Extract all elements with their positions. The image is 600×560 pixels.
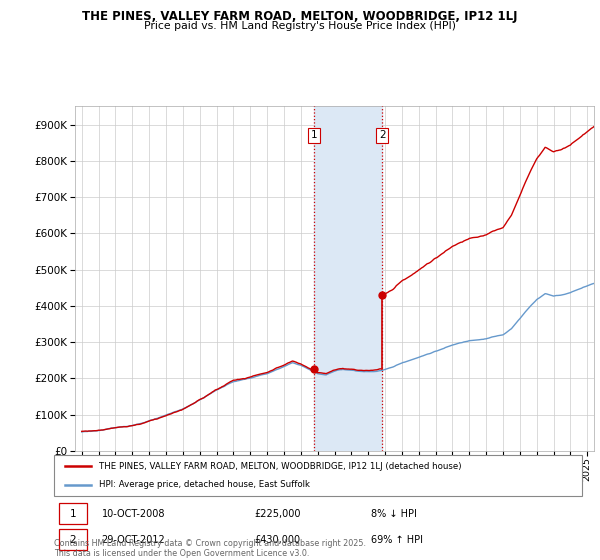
Text: 2: 2	[379, 130, 385, 141]
Text: 1: 1	[70, 509, 76, 519]
Text: THE PINES, VALLEY FARM ROAD, MELTON, WOODBRIDGE, IP12 1LJ: THE PINES, VALLEY FARM ROAD, MELTON, WOO…	[82, 10, 518, 22]
Bar	[314, 106, 382, 451]
Text: THE PINES, VALLEY FARM ROAD, MELTON, WOODBRIDGE, IP12 1LJ (detached house): THE PINES, VALLEY FARM ROAD, MELTON, WOO…	[99, 461, 461, 470]
Text: 1: 1	[311, 130, 317, 141]
Text: £225,000: £225,000	[254, 509, 301, 519]
Text: HPI: Average price, detached house, East Suffolk: HPI: Average price, detached house, East…	[99, 480, 310, 489]
Text: 29-OCT-2012: 29-OCT-2012	[101, 535, 165, 544]
Text: 2: 2	[70, 535, 76, 544]
Text: Price paid vs. HM Land Registry's House Price Index (HPI): Price paid vs. HM Land Registry's House …	[144, 21, 456, 31]
Text: Contains HM Land Registry data © Crown copyright and database right 2025.
This d: Contains HM Land Registry data © Crown c…	[54, 539, 366, 558]
Text: 8% ↓ HPI: 8% ↓ HPI	[371, 509, 416, 519]
FancyBboxPatch shape	[54, 455, 582, 496]
FancyBboxPatch shape	[59, 529, 87, 550]
FancyBboxPatch shape	[59, 503, 87, 524]
Text: 10-OCT-2008: 10-OCT-2008	[101, 509, 165, 519]
Text: £430,000: £430,000	[254, 535, 301, 544]
Text: 69% ↑ HPI: 69% ↑ HPI	[371, 535, 423, 544]
